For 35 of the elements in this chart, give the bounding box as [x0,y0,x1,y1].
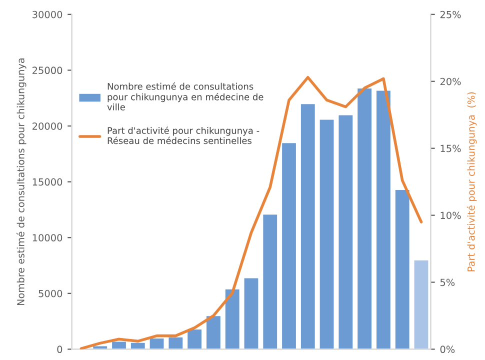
y2-tick-label: 15% [440,144,461,152]
bar [186,328,202,350]
bar [262,214,278,350]
y2-tick-label: 25% [440,10,461,18]
y-tick-label: 25000 [32,66,62,74]
bar [281,142,297,350]
bar [206,315,222,350]
bar [111,340,127,350]
bar [413,260,430,350]
y2-tick-label: 10% [440,212,461,220]
y2-tick-label: 0% [440,346,455,354]
bar [338,114,354,350]
bar [224,288,240,350]
y-tick-label: 5000 [38,290,62,298]
bar [243,277,260,350]
bar [148,338,165,350]
line-series [80,76,423,350]
legend-label: Part d'activité pour chikungunya - Réseau de médecins sentinelles [108,126,260,144]
y-tick-label: 30000 [32,10,62,18]
y-axis-title: Nombre estimé de consultations pour chikungunya [16,58,26,306]
bar [376,90,392,350]
bar [356,88,372,350]
y-tick-label: 15000 [32,178,62,186]
y2-tick-label: 20% [440,78,461,86]
legend-label: Nombre estimé de consultations pour chikungunya en médecine de ville [107,82,264,110]
bar [394,189,410,350]
bar [300,103,316,350]
y-tick-label: 20000 [32,122,62,130]
bar [319,118,335,350]
y-tick-label: 10000 [32,234,62,242]
y2-tick-label: 5% [440,278,455,286]
bar [130,342,146,350]
y2-axis-title: Part d'activité pour chikungunya (%) [466,92,477,272]
bar [168,336,184,350]
y-tick-label: 0 [57,346,62,354]
